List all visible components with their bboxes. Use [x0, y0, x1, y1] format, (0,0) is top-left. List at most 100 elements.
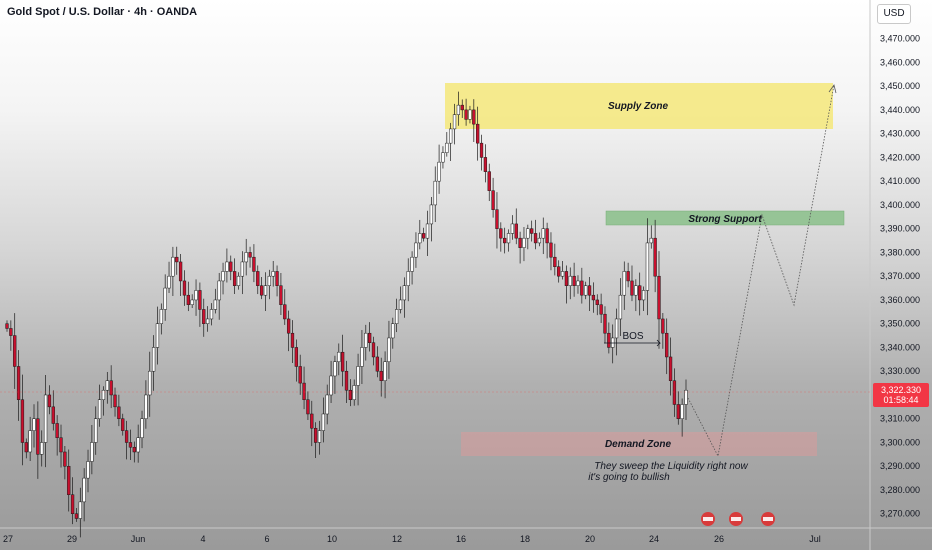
time-tick-label: 26 — [714, 534, 724, 544]
candle-up — [190, 299, 194, 305]
candle-down — [638, 285, 642, 301]
candle-down — [668, 356, 673, 381]
candle-up — [387, 337, 391, 362]
price-tick-label: 3,330.000 — [880, 366, 920, 376]
candle-down — [460, 104, 464, 111]
candle-down — [20, 399, 25, 443]
chart-title: Gold Spot / U.S. Dollar · 4h · OANDA — [7, 6, 198, 18]
candle-up — [398, 299, 403, 310]
candle-up — [205, 318, 210, 324]
price-tick-label: 3,270.000 — [880, 509, 920, 519]
candle-up — [568, 275, 572, 286]
candle-down — [557, 266, 561, 277]
time-tick-label: 29 — [67, 534, 77, 544]
candle-up — [209, 309, 214, 320]
candle-down — [259, 285, 264, 296]
candle-down — [626, 271, 630, 282]
candle-up — [28, 430, 32, 453]
candle-down — [483, 157, 488, 172]
candle-down — [580, 280, 584, 296]
candle-down — [676, 404, 680, 419]
candle-up — [144, 394, 148, 419]
candle-up — [560, 271, 565, 277]
time-tick-label: 27 — [3, 534, 13, 544]
candle-down — [491, 190, 495, 210]
candle-up — [333, 361, 337, 377]
candle-down — [503, 237, 507, 244]
candle-down — [290, 332, 295, 348]
candle-up — [680, 404, 684, 419]
candle-down — [371, 342, 376, 358]
candle-up — [584, 285, 588, 296]
time-axis[interactable]: 27 29 Jun 4 6 10 12 16 18 20 24 26 Jul — [3, 534, 821, 544]
event-flag-2[interactable] — [729, 512, 743, 526]
candle-down — [379, 370, 383, 381]
candle-down — [47, 394, 52, 408]
candle-up — [101, 389, 106, 400]
candle-down — [533, 233, 538, 244]
candle-down — [595, 299, 599, 305]
projection-arrowhead — [828, 84, 837, 94]
candle-up — [32, 418, 36, 431]
candle-up — [452, 114, 457, 130]
candle-down — [348, 389, 353, 400]
candle-down — [653, 237, 657, 277]
candle-up — [418, 233, 422, 244]
time-tick-label: 10 — [327, 534, 337, 544]
candle-down — [252, 256, 256, 272]
candle-down — [657, 275, 661, 320]
time-tick-label: Jun — [131, 534, 146, 544]
candle-up — [429, 204, 434, 225]
candle-up — [649, 237, 653, 244]
candle-up — [433, 180, 437, 206]
candle-up — [236, 275, 241, 286]
candle-up — [356, 366, 360, 386]
candle-down — [121, 418, 125, 431]
candle-up — [526, 228, 530, 239]
price-tick-label: 3,300.000 — [880, 437, 920, 447]
candle-up — [406, 271, 410, 286]
candle-up — [225, 261, 229, 272]
price-tick-label: 3,450.000 — [880, 81, 920, 91]
candle-up — [645, 242, 650, 291]
candle-down — [36, 418, 40, 455]
candle-up — [576, 280, 580, 286]
time-tick-label: 6 — [264, 534, 269, 544]
candle-down — [51, 406, 55, 424]
candle-down — [286, 318, 291, 334]
time-tick-label: 24 — [649, 534, 659, 544]
candle-up — [437, 161, 441, 182]
candle-up — [159, 309, 163, 324]
candle-down — [198, 290, 202, 310]
candle-down — [16, 366, 21, 400]
event-flag-3[interactable] — [761, 512, 775, 526]
candle-down — [9, 328, 13, 336]
candle-down — [13, 335, 17, 367]
candle-down — [479, 142, 484, 158]
candle-up — [321, 413, 326, 431]
event-flag-1[interactable] — [701, 512, 715, 526]
candle-down — [599, 304, 603, 315]
candle-down — [229, 261, 233, 272]
candle-down — [495, 209, 499, 229]
candle-down — [367, 332, 372, 343]
price-axis[interactable]: 3,470.000 3,460.000 3,450.000 3,440.000 3,43… — [880, 34, 920, 519]
candle-down — [661, 318, 665, 334]
candle-up — [171, 256, 175, 277]
candle-down — [175, 256, 179, 263]
candle-down — [124, 430, 129, 443]
candle-up — [82, 477, 86, 503]
candle-up — [155, 323, 160, 348]
candle-down — [24, 442, 28, 453]
candle-down — [128, 442, 133, 448]
candle-down — [279, 285, 283, 305]
bos-label: BOS — [622, 331, 643, 342]
candle-down — [5, 323, 9, 329]
candle-up — [468, 109, 472, 120]
strong-support-zone — [605, 210, 845, 226]
currency-button[interactable]: USD — [877, 4, 911, 24]
candle-down — [672, 380, 677, 405]
candle-up — [163, 287, 167, 310]
candle-down — [313, 427, 318, 443]
